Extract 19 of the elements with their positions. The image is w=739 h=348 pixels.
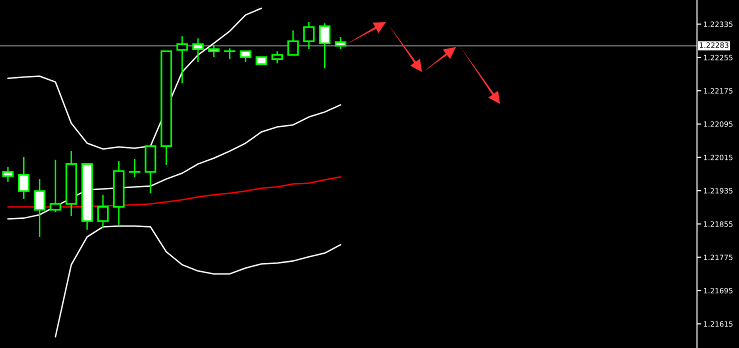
candlestick (208, 44, 220, 58)
candlestick (2, 166, 14, 183)
candlestick (97, 194, 109, 229)
candlestick (271, 50, 283, 64)
candlestick (240, 50, 252, 63)
candlestick (287, 30, 299, 56)
line-series (7, 176, 342, 208)
candlestick (224, 48, 236, 60)
candlestick (334, 36, 346, 50)
candlestick (303, 21, 315, 50)
line-series (7, 104, 342, 220)
candlestick (176, 36, 188, 84)
candlestick (50, 159, 62, 213)
candlestick (192, 38, 204, 63)
line-series (7, 8, 262, 150)
candlestick (318, 22, 330, 69)
line-series (54, 225, 342, 338)
candlestick (128, 158, 140, 178)
candlestick (18, 156, 30, 200)
